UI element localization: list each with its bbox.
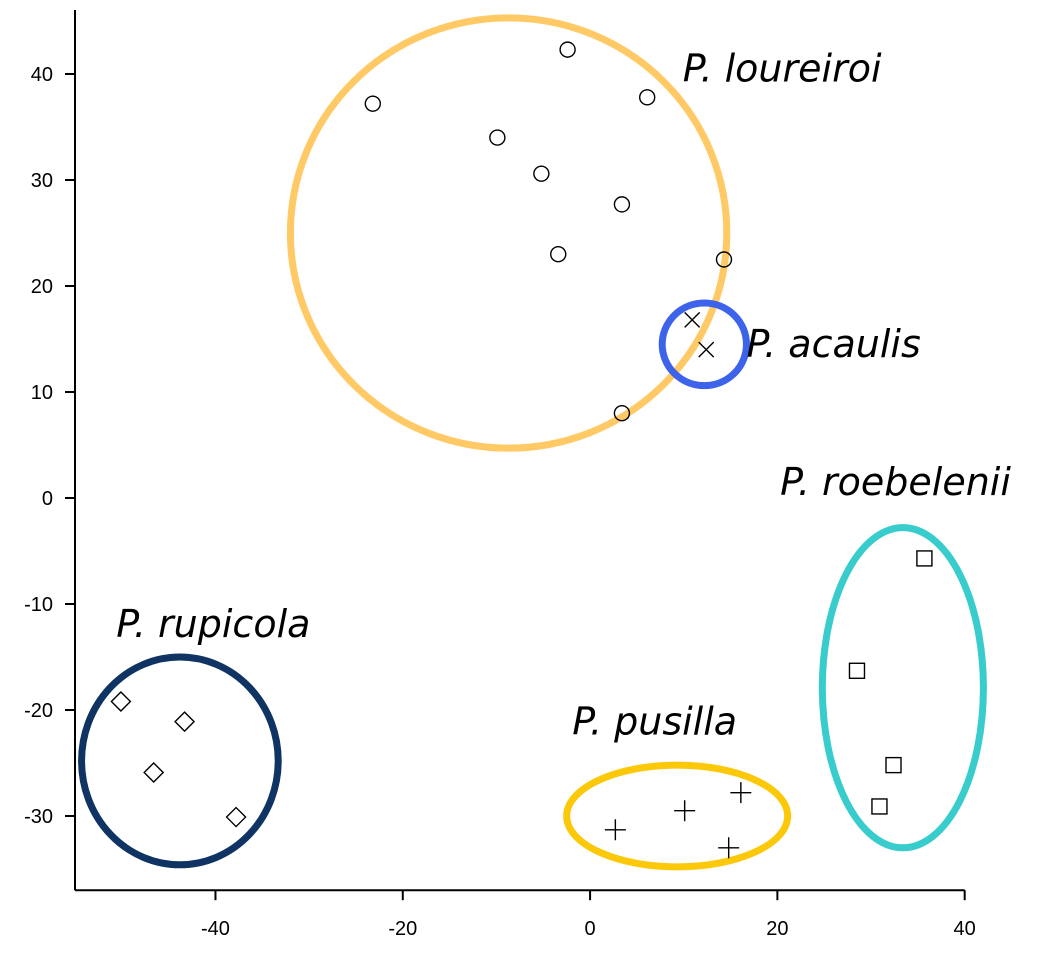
diamond-marker bbox=[110, 691, 132, 713]
y-tick-label: 30 bbox=[31, 170, 53, 192]
x-tick-label: 0 bbox=[585, 918, 596, 940]
group-label: P. pusilla bbox=[572, 699, 737, 743]
square-marker bbox=[848, 662, 866, 679]
cluster-ellipse bbox=[818, 524, 987, 852]
plus-marker bbox=[604, 819, 626, 841]
square-marker bbox=[885, 756, 902, 774]
axes bbox=[74, 10, 965, 892]
diamond-marker bbox=[174, 711, 196, 733]
circle-marker bbox=[550, 245, 567, 263]
y-tick-label: 0 bbox=[42, 488, 53, 510]
x-tick-label: 20 bbox=[766, 918, 788, 940]
circle-marker bbox=[559, 41, 576, 58]
x-tick-label: -20 bbox=[388, 918, 417, 940]
group-label: P. rupicola bbox=[116, 602, 310, 646]
circle-marker bbox=[715, 251, 733, 268]
cluster-ellipses bbox=[78, 14, 987, 871]
circle-marker bbox=[613, 405, 631, 422]
plus-marker bbox=[718, 837, 740, 859]
cluster-ellipse bbox=[78, 653, 282, 869]
circle-marker bbox=[639, 89, 656, 106]
plus-marker bbox=[674, 800, 696, 822]
diamond-marker bbox=[143, 762, 165, 784]
y-tick-label: 20 bbox=[31, 276, 53, 298]
y-tick-label: -30 bbox=[24, 806, 53, 828]
group-label: P. loureiroi bbox=[683, 46, 882, 90]
circle-marker bbox=[533, 165, 550, 182]
circle-marker bbox=[489, 129, 506, 146]
y-tick-label: 10 bbox=[31, 382, 53, 404]
cluster-ellipse bbox=[658, 299, 750, 390]
y-axis-ticks: -30 -20 -10 0 10 20 30 40 bbox=[24, 64, 75, 828]
group-label: P. acaulis bbox=[746, 322, 920, 366]
y-tick-label: 40 bbox=[31, 64, 53, 86]
x-marker bbox=[698, 341, 715, 358]
circle-marker bbox=[364, 95, 382, 112]
cluster-ellipse bbox=[563, 761, 792, 871]
diamond-marker bbox=[225, 806, 247, 828]
x-marker bbox=[684, 311, 701, 328]
y-tick-label: -20 bbox=[24, 700, 53, 722]
x-tick-label: -40 bbox=[201, 918, 230, 940]
y-tick-label: -10 bbox=[24, 594, 53, 616]
square-marker bbox=[916, 550, 933, 567]
x-tick-label: 40 bbox=[954, 918, 976, 940]
square-marker bbox=[871, 798, 888, 815]
cluster-ellipse bbox=[286, 14, 731, 452]
group-labels: P. loureiroi P. acaulis P. roebelenii P. ru… bbox=[116, 46, 1011, 743]
group-label: P. roebelenii bbox=[780, 460, 1011, 504]
x-axis-ticks: -40 -20 0 20 40 bbox=[201, 890, 976, 940]
data-markers bbox=[110, 41, 933, 859]
plus-marker bbox=[730, 782, 752, 804]
circle-marker bbox=[613, 196, 631, 213]
